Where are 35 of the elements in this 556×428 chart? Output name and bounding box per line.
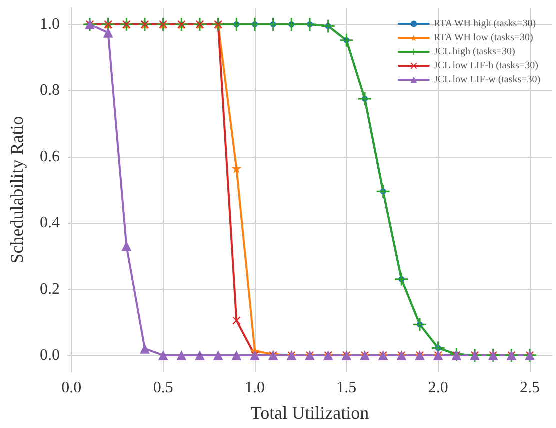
point bbox=[322, 20, 335, 33]
legend-label: RTA WH high (tasks=30) bbox=[434, 18, 536, 30]
point bbox=[340, 34, 354, 47]
x-tick-label: 2.5 bbox=[520, 380, 540, 396]
x-tick-label: 2.0 bbox=[428, 380, 448, 396]
x-tick-label: 0.5 bbox=[153, 380, 174, 396]
y-tick-label: 0.6 bbox=[40, 148, 60, 166]
y-axis-title: Schedulability Ratio bbox=[7, 116, 27, 264]
legend-label: JCL high (tasks=30) bbox=[434, 46, 516, 58]
point bbox=[358, 92, 372, 106]
point bbox=[376, 185, 390, 198]
y-tick-label: 0.2 bbox=[40, 280, 60, 298]
x-axis-title: Total Utilization bbox=[250, 403, 370, 423]
legend-label: RTA WH low (tasks=30) bbox=[434, 32, 534, 44]
x-tick-label: 1.5 bbox=[336, 380, 357, 396]
point bbox=[195, 350, 205, 360]
legend-label: JCL low LIF-w (tasks=30) bbox=[434, 74, 541, 86]
y-tick-label: 1.0 bbox=[40, 16, 60, 34]
y-tick-label: 0.0 bbox=[40, 346, 60, 364]
point bbox=[232, 163, 242, 174]
point bbox=[140, 344, 150, 354]
point bbox=[176, 350, 187, 360]
x-tick-label: 0.0 bbox=[62, 380, 82, 396]
y-tick-label: 0.4 bbox=[40, 214, 60, 232]
point bbox=[213, 350, 224, 360]
point bbox=[103, 28, 114, 38]
point bbox=[414, 318, 426, 332]
legend-label: JCL low LIF-h (tasks=30) bbox=[434, 60, 538, 72]
point bbox=[232, 350, 242, 360]
point bbox=[158, 350, 168, 360]
point bbox=[395, 272, 408, 286]
point bbox=[122, 241, 132, 252]
y-tick-label: 0.8 bbox=[40, 82, 60, 100]
point bbox=[232, 316, 241, 325]
x-tick-label: 1.0 bbox=[245, 380, 265, 396]
